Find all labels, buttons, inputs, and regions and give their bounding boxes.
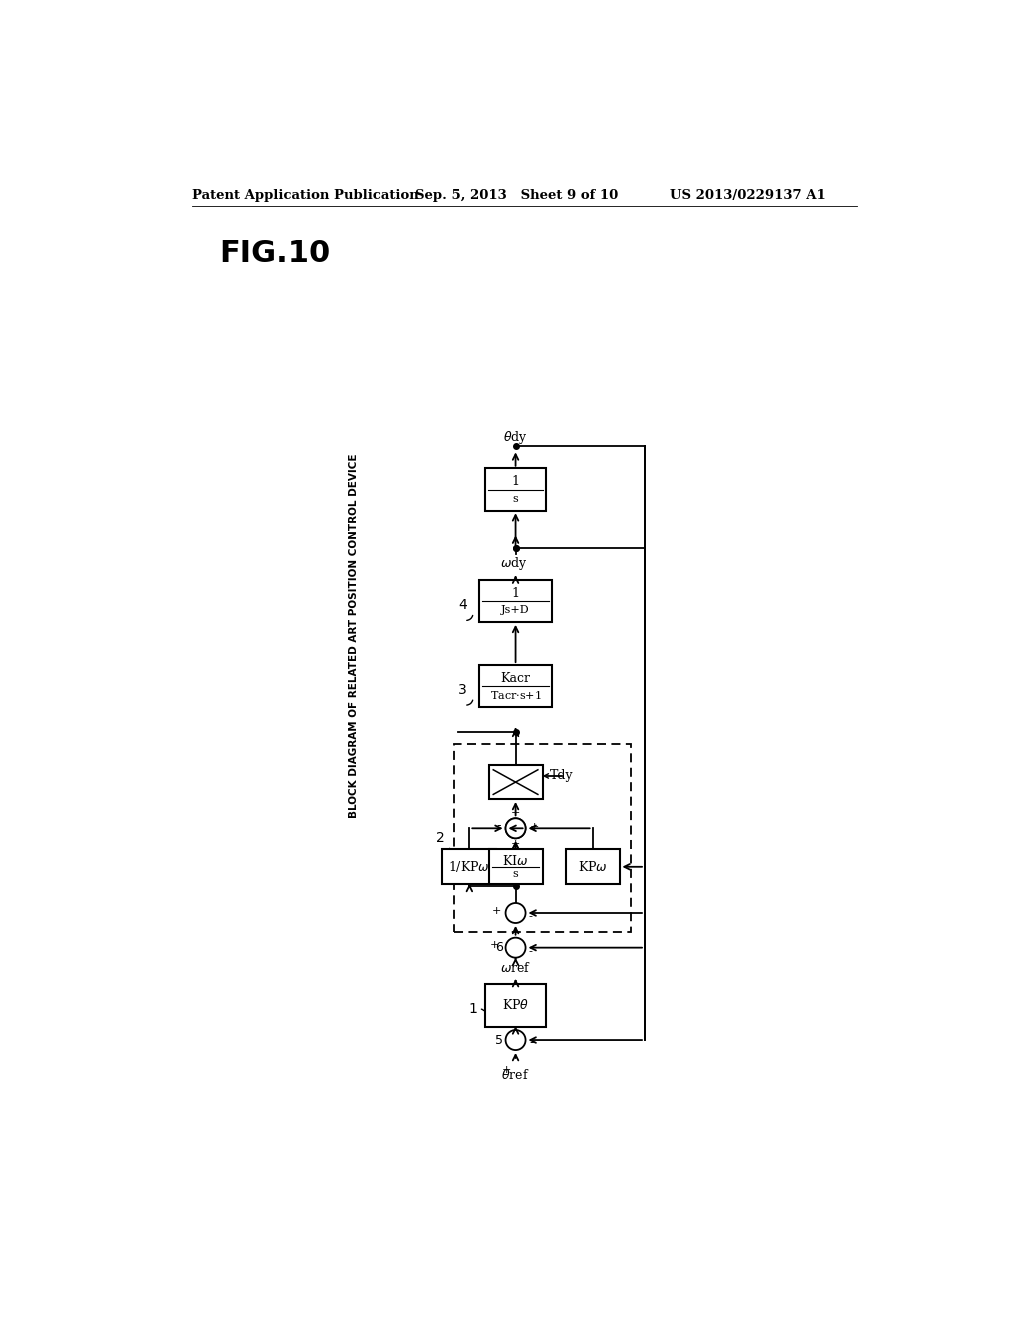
Text: KP$\omega$: KP$\omega$	[578, 859, 607, 874]
Bar	[484, 985, 547, 1027]
Text: +: +	[529, 822, 539, 832]
Text: 6: 6	[495, 941, 503, 954]
Text: Patent Application Publication: Patent Application Publication	[193, 189, 419, 202]
Text: $\theta$ref: $\theta$ref	[502, 1068, 529, 1081]
Text: $\omega$ref: $\omega$ref	[500, 961, 531, 975]
Text: 3: 3	[459, 682, 467, 697]
Text: s: s	[513, 494, 518, 504]
Text: s: s	[513, 870, 518, 879]
Bar	[442, 850, 497, 884]
Text: 1/KP$\omega$: 1/KP$\omega$	[449, 859, 490, 874]
Text: $\theta$dy: $\theta$dy	[503, 429, 528, 446]
Text: Sep. 5, 2013   Sheet 9 of 10: Sep. 5, 2013 Sheet 9 of 10	[416, 189, 618, 202]
Text: FIG.10: FIG.10	[219, 239, 331, 268]
Text: KI$\omega$: KI$\omega$	[503, 854, 528, 867]
Text: $\omega$dy: $\omega$dy	[501, 554, 527, 572]
Text: Kacr: Kacr	[501, 672, 530, 685]
Text: 1: 1	[469, 1002, 477, 1016]
Text: 2: 2	[436, 830, 444, 845]
Bar	[479, 665, 552, 708]
Text: +: +	[490, 940, 500, 950]
Bar	[484, 469, 547, 511]
Bar	[488, 850, 543, 884]
Text: US 2013/0229137 A1: US 2013/0229137 A1	[670, 189, 825, 202]
Circle shape	[506, 937, 525, 958]
Text: Js+D: Js+D	[501, 606, 529, 615]
Bar	[488, 764, 543, 800]
Text: +: +	[502, 1065, 511, 1074]
Text: -: -	[528, 945, 532, 956]
Text: Tacr$\cdot$s+1: Tacr$\cdot$s+1	[489, 689, 542, 701]
Text: 1: 1	[512, 587, 519, 601]
Text: -: -	[497, 820, 501, 833]
Bar	[479, 579, 552, 622]
Text: 5: 5	[495, 1034, 503, 1047]
Text: -: -	[529, 1036, 534, 1049]
Text: 1: 1	[512, 475, 519, 488]
Text: BLOCK DIAGRAM OF RELATED ART POSITION CONTROL DEVICE: BLOCK DIAGRAM OF RELATED ART POSITION CO…	[349, 454, 358, 818]
Text: KP$\theta$: KP$\theta$	[502, 998, 529, 1012]
Text: +: +	[511, 808, 520, 818]
Text: -: -	[528, 911, 532, 921]
Circle shape	[506, 903, 525, 923]
Bar	[454, 743, 631, 932]
Text: +: +	[511, 840, 520, 850]
Text: Tdy: Tdy	[550, 770, 573, 783]
Text: +: +	[492, 906, 501, 916]
Circle shape	[506, 818, 525, 838]
Circle shape	[506, 818, 525, 838]
Text: 4: 4	[459, 598, 467, 612]
Bar	[565, 850, 620, 884]
Circle shape	[506, 1030, 525, 1051]
